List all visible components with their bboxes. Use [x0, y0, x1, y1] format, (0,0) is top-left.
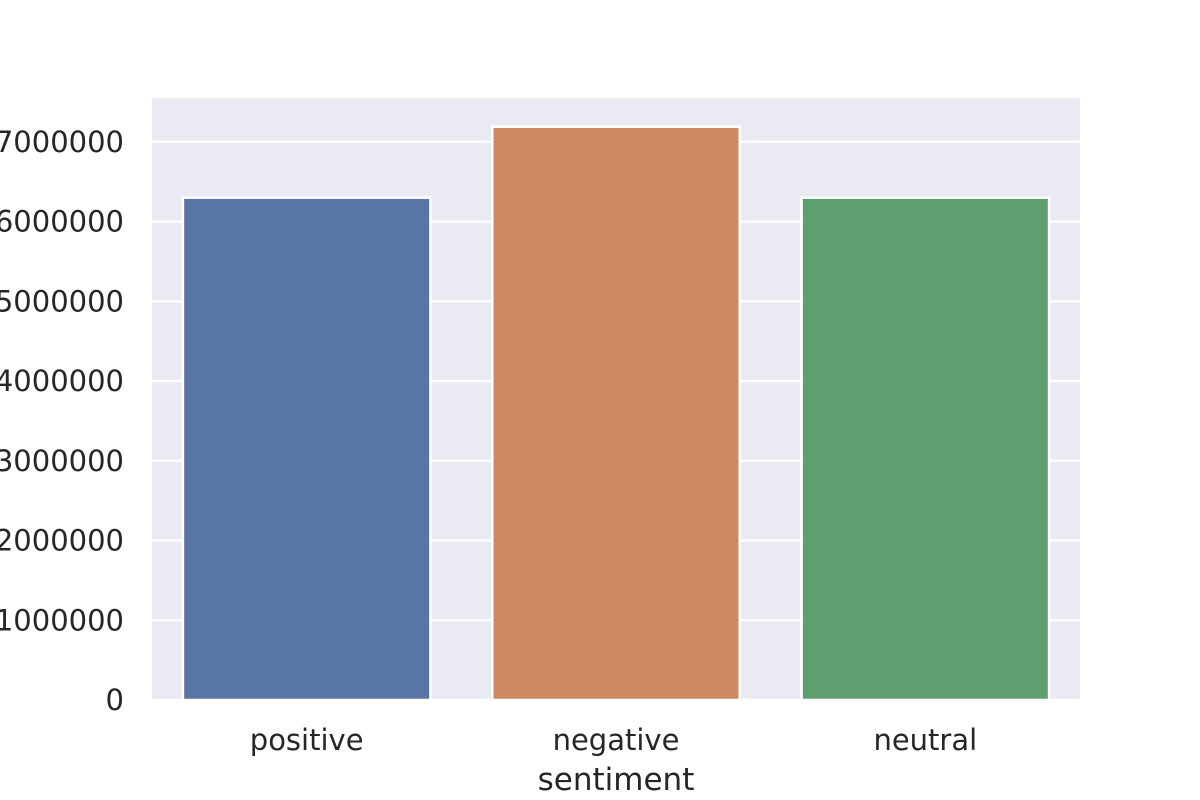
- bar-positive: [181, 196, 432, 702]
- bar-neutral: [800, 196, 1051, 702]
- y-tick-label: 2000000: [0, 524, 124, 558]
- bars: [181, 125, 1051, 702]
- y-tick-label: 0: [106, 683, 124, 717]
- y-tick-label: 7000000: [0, 125, 124, 159]
- y-tick-label: 1000000: [0, 603, 124, 637]
- y-tick-label: 4000000: [0, 364, 124, 398]
- x-tick-label-neutral: neutral: [873, 723, 977, 757]
- y-axis-ticks: 0 1000000 2000000 3000000 4000000 5000000 6000…: [0, 125, 124, 717]
- x-axis-label: sentiment: [538, 762, 695, 798]
- x-tick-label-negative: negative: [553, 723, 680, 757]
- x-axis-ticks: positive negative neutral: [250, 723, 977, 757]
- bar-negative: [491, 125, 741, 702]
- x-tick-label-positive: positive: [250, 723, 364, 757]
- y-tick-label: 6000000: [0, 205, 124, 239]
- y-tick-label: 5000000: [0, 284, 124, 318]
- y-tick-label: 3000000: [0, 444, 124, 478]
